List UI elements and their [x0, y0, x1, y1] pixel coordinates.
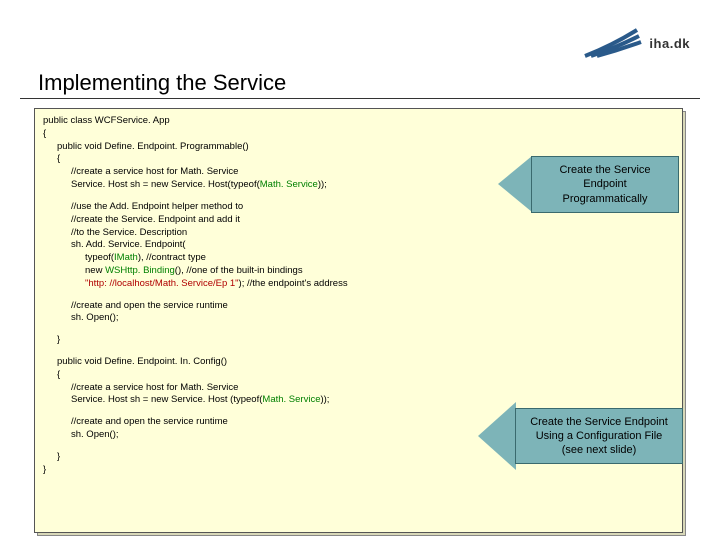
callout-programmatic: Create the Service Endpoint Programmatic… — [498, 156, 679, 213]
code-line: sh. Add. Service. Endpoint( — [43, 239, 674, 252]
code-line: public void Define. Endpoint. Programmab… — [43, 141, 674, 154]
callout-config: Create the Service Endpoint Using a Conf… — [478, 402, 683, 470]
code-line: typeof(IMath), //contract type — [43, 252, 674, 265]
page-title: Implementing the Service — [38, 70, 286, 96]
code-line: new WSHttp. Binding(), //one of the buil… — [43, 265, 674, 278]
code-line: { — [43, 128, 674, 141]
title-underline — [20, 98, 700, 99]
code-line: public class WCFService. App — [43, 115, 674, 128]
code-line: "http: //localhost/Math. Service/Ep 1");… — [43, 278, 674, 291]
arrow-left-icon — [478, 402, 516, 470]
header-logo-area: iha.dk — [583, 28, 690, 58]
code-line: //create a service host for Math. Servic… — [43, 382, 674, 395]
callout-body: Create the Service Endpoint Programmatic… — [531, 156, 679, 213]
code-line: //create the Service. Endpoint and add i… — [43, 214, 674, 227]
logo-stripes-icon — [583, 28, 643, 58]
code-line: } — [43, 334, 674, 347]
code-line: //to the Service. Description — [43, 227, 674, 240]
logo-text: iha.dk — [649, 36, 690, 51]
code-line: { — [43, 369, 674, 382]
code-line: sh. Open(); — [43, 312, 674, 325]
code-line: //create and open the service runtime — [43, 300, 674, 313]
code-line: public void Define. Endpoint. In. Config… — [43, 356, 674, 369]
callout-body: Create the Service Endpoint Using a Conf… — [515, 408, 683, 465]
arrow-left-icon — [498, 156, 532, 212]
